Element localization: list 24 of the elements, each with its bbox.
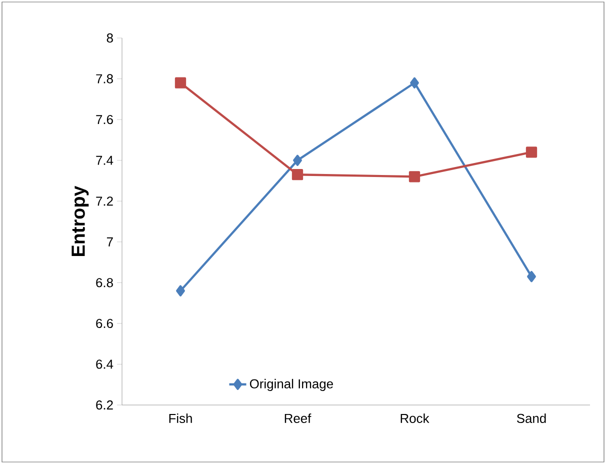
- x-tick-label: Reef: [284, 414, 312, 423]
- point: [176, 285, 185, 296]
- y-tick-label: 8: [106, 33, 113, 43]
- legend-label: Original Image: [250, 378, 333, 391]
- y-tick-label: 7.8: [96, 74, 113, 84]
- point: [526, 146, 538, 158]
- point: [293, 154, 302, 166]
- x-tick-label: Rock: [400, 413, 430, 424]
- point: [174, 77, 186, 88]
- y-tick-label: 6.8: [96, 278, 113, 288]
- y-tick-label: 6.2: [96, 400, 113, 410]
- x-tick-label: Sand: [516, 413, 546, 424]
- point: [527, 270, 536, 282]
- point: [408, 171, 420, 182]
- x-tick-label: Fish: [169, 413, 192, 424]
- y-tick-label: 7.4: [96, 156, 114, 165]
- y-tick-label: 7.2: [96, 196, 113, 206]
- y-axis-title: Entropy: [72, 186, 89, 256]
- y-tick-label: 7: [106, 237, 113, 246]
- y-tick-label: 6.6: [96, 318, 113, 328]
- point: [410, 77, 419, 88]
- point: [292, 169, 304, 180]
- y-tick-label: 7.6: [96, 114, 113, 124]
- y-tick-label: 6.4: [96, 360, 114, 369]
